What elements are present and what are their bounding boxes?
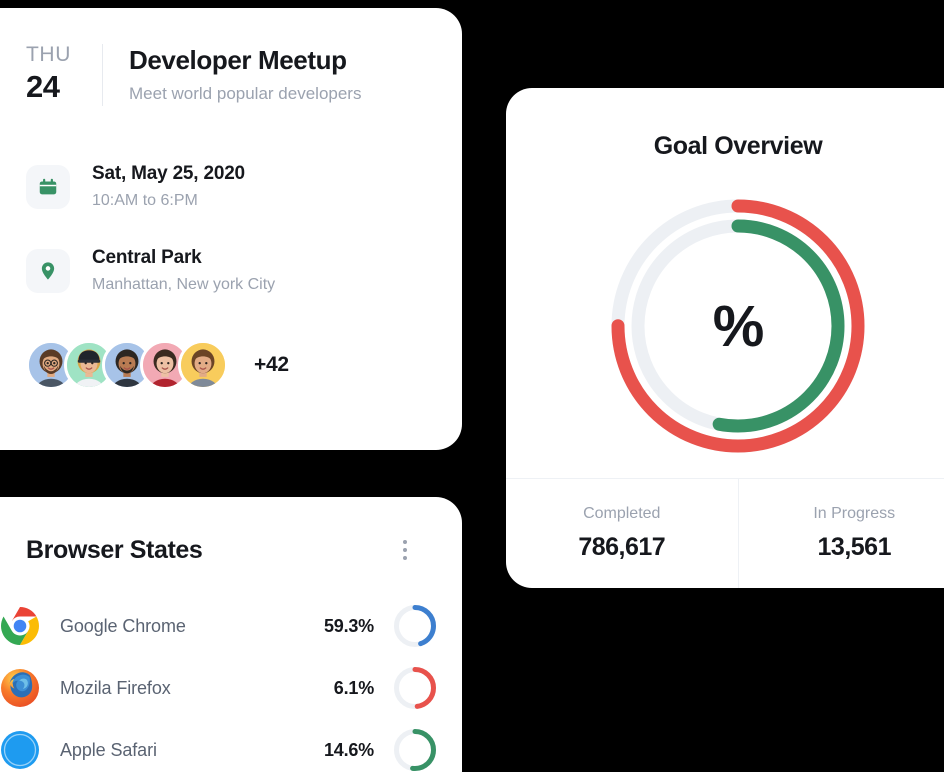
event-date-row: Sat, May 25, 2020 10:AM to 6:PM — [26, 161, 245, 212]
avatar-illustration — [29, 343, 73, 387]
date-badge-weekday: THU — [26, 43, 71, 66]
avatar[interactable] — [178, 340, 228, 390]
browser-states-title: Browser States — [26, 535, 203, 564]
avatar[interactable] — [26, 340, 76, 390]
browser-percent: 14.6% — [323, 739, 374, 760]
event-header: THU 24 Developer Meetup Meet world popul… — [26, 42, 361, 106]
browser-name: Apple Safari — [60, 739, 157, 760]
event-location-row: Central Park Manhattan, New york City — [26, 245, 275, 296]
kebab-dot — [403, 548, 407, 552]
event-subtitle: Meet world popular developers — [129, 84, 362, 103]
browser-progress-ring — [394, 605, 436, 647]
goal-stat-label: In Progress — [813, 505, 896, 522]
goal-donut-svg — [611, 199, 865, 453]
attendee-overflow-count: +42 — [254, 353, 289, 376]
event-card: THU 24 Developer Meetup Meet world popul… — [0, 8, 462, 450]
browser-states-card: Browser States Google Chrome 59.3% Mozila … — [0, 497, 462, 772]
safari-icon — [1, 731, 39, 769]
goal-donut-chart: % — [600, 188, 876, 464]
avatar-strip — [26, 340, 228, 390]
browser-percent: 6.1% — [333, 677, 374, 698]
goal-stat-label: Completed — [583, 505, 661, 522]
progress-ring — [394, 605, 436, 647]
event-title: Developer Meetup — [129, 45, 347, 75]
goal-stats-footer: Completed 786,617 In Progress 13,561 — [506, 478, 944, 588]
calendar-icon-container — [26, 164, 70, 209]
browser-percent: 59.3% — [323, 615, 374, 636]
event-header-text: Developer Meetup Meet world popular deve… — [129, 42, 361, 106]
browser-progress-ring — [394, 667, 436, 709]
browser-list: Google Chrome 59.3% Mozila Firefox 6.1% Appl… — [0, 595, 436, 772]
event-date-text: Sat, May 25, 2020 10:AM to 6:PM — [92, 161, 245, 212]
event-date-primary: Sat, May 25, 2020 — [92, 163, 245, 184]
goal-stat-cell: Completed 786,617 — [506, 479, 738, 588]
safari-icon-container — [0, 730, 40, 770]
donut-arc-in-progress — [631, 219, 845, 433]
event-location-primary: Central Park — [92, 247, 202, 268]
goal-overview-card: Goal Overview % Completed 786,617 In Progr… — [506, 88, 944, 588]
goal-stat-value: 786,617 — [578, 533, 666, 561]
kebab-dot — [403, 540, 407, 544]
event-location-text: Central Park Manhattan, New york City — [92, 245, 275, 296]
firefox-icon-container — [0, 668, 40, 708]
browser-name: Mozila Firefox — [60, 677, 171, 698]
map-pin-icon-container — [26, 248, 70, 293]
avatar-illustration — [181, 343, 225, 387]
firefox-icon — [1, 669, 39, 707]
header-divider — [102, 44, 103, 106]
browser-row[interactable]: Google Chrome 59.3% — [0, 595, 436, 657]
browser-progress-ring — [394, 729, 436, 771]
browser-row[interactable]: Mozila Firefox 6.1% — [0, 657, 436, 719]
browser-row[interactable]: Apple Safari 14.6% — [0, 719, 436, 772]
map-pin-icon — [41, 261, 55, 280]
goal-overview-title: Goal Overview — [653, 132, 823, 160]
kebab-menu-icon[interactable] — [394, 535, 416, 565]
calendar-icon — [39, 178, 57, 194]
attendee-group: +42 — [26, 340, 289, 390]
browser-name: Google Chrome — [60, 615, 186, 636]
progress-ring — [394, 667, 436, 709]
goal-stat-cell: In Progress 13,561 — [737, 479, 944, 588]
donut-arc-completed — [611, 199, 865, 453]
date-badge-day: 24 — [26, 69, 60, 104]
event-date-secondary: 10:AM to 6:PM — [92, 192, 198, 209]
browser-states-header: Browser States — [26, 535, 422, 565]
date-badge: THU 24 — [26, 42, 94, 106]
avatar-illustration — [67, 343, 111, 387]
kebab-dot — [403, 556, 407, 560]
progress-ring — [394, 729, 436, 771]
chrome-icon-container — [0, 606, 40, 646]
goal-stat-value: 13,561 — [817, 533, 892, 561]
chrome-icon — [1, 607, 39, 645]
event-location-secondary: Manhattan, New york City — [92, 276, 276, 293]
